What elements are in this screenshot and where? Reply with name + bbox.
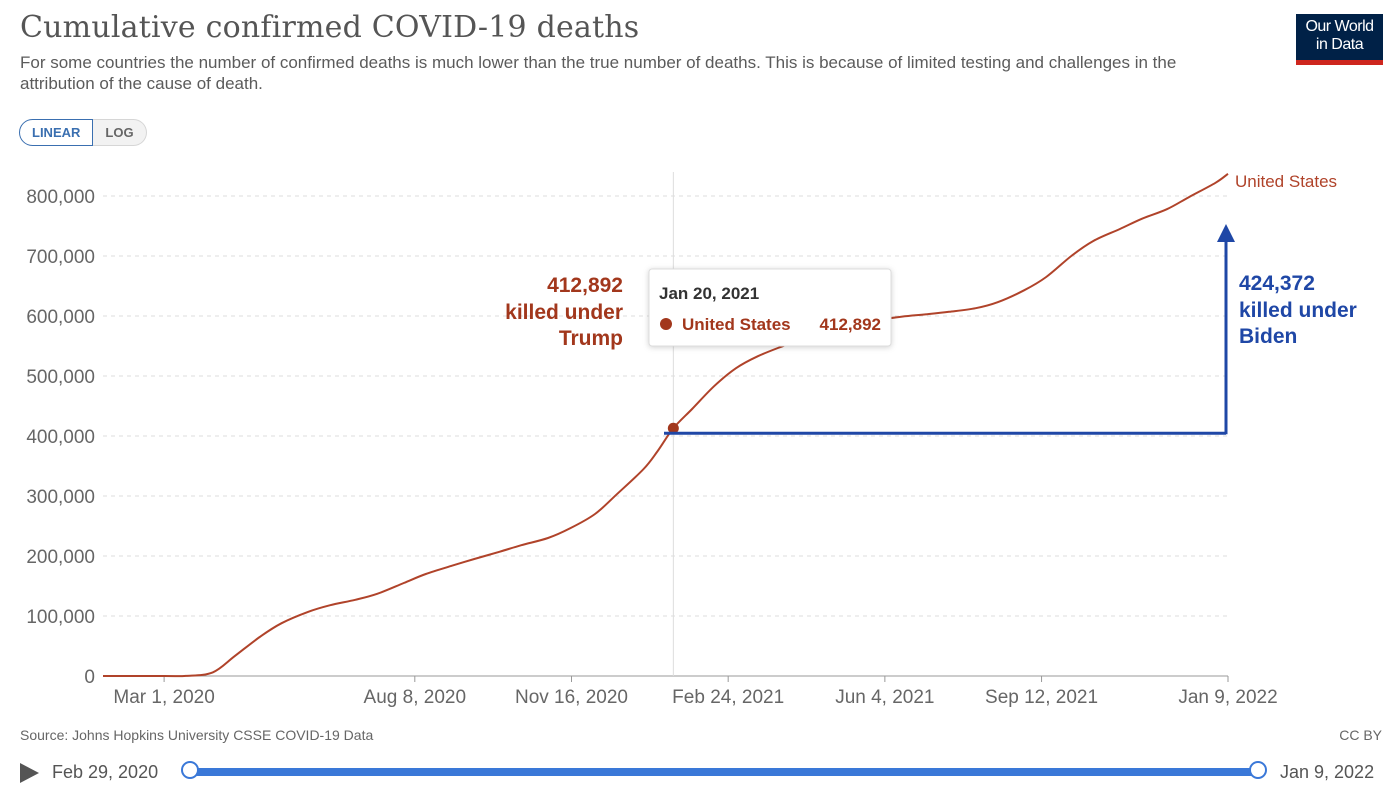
x-tick-label: Feb 24, 2021: [672, 687, 784, 708]
timeline-start-label: Feb 29, 2020: [52, 762, 159, 782]
biden-annotation-line2: Biden: [1239, 325, 1297, 348]
tooltip-series-dot: [660, 318, 672, 330]
y-tick-label: 0: [84, 667, 95, 688]
chart-subtitle: For some countries the number of confirm…: [20, 53, 1177, 93]
biden-annotation-line1: killed under: [1239, 299, 1357, 322]
line-chart: 0 100,000 200,000 300,000 400,000 500,000 600,…: [26, 172, 1357, 708]
logo-line-2: in Data: [1315, 36, 1364, 53]
owid-logo[interactable]: Our World in Data: [1296, 14, 1383, 65]
x-tick-label: Aug 8, 2020: [364, 687, 466, 708]
timeline-start-handle[interactable]: [181, 761, 199, 779]
linear-scale-button[interactable]: LINEAR: [19, 119, 94, 146]
chart-title: Cumulative confirmed COVID-19 deaths: [20, 10, 640, 45]
tooltip-date: Jan 20, 2021: [659, 284, 759, 303]
arrow-up-icon: [1217, 224, 1235, 242]
tooltip-series-name: United States: [682, 315, 791, 334]
x-tick-label: Jan 9, 2022: [1178, 687, 1277, 708]
series-end-label: United States: [1235, 172, 1337, 191]
y-tick-label: 800,000: [26, 187, 95, 208]
log-scale-button[interactable]: LOG: [93, 119, 147, 146]
trump-annotation-line2: Trump: [559, 327, 623, 350]
x-tick-label: Nov 16, 2020: [515, 687, 628, 708]
logo-line-1: Our World: [1305, 18, 1374, 35]
play-icon[interactable]: [20, 763, 39, 783]
source-note: Source: Johns Hopkins University CSSE CO…: [20, 727, 374, 743]
timeline-track[interactable]: [190, 768, 1258, 776]
x-tick-label: Jun 4, 2021: [835, 687, 934, 708]
y-tick-label: 300,000: [26, 487, 95, 508]
highlight-point: [667, 422, 679, 434]
y-tick-label: 500,000: [26, 367, 95, 388]
y-tick-label: 700,000: [26, 247, 95, 268]
y-tick-label: 100,000: [26, 607, 95, 628]
series-line-united-states: [102, 172, 1229, 678]
y-tick-label: 200,000: [26, 547, 95, 568]
tooltip-value: 412,892: [820, 315, 881, 334]
y-tick-label: 600,000: [26, 307, 95, 328]
trump-annotation-line1: killed under: [505, 301, 623, 324]
timeline-slider: Feb 29, 2020 Jan 9, 2022: [0, 755, 1400, 789]
tooltip-box: [648, 268, 892, 347]
license-link[interactable]: CC BY: [1339, 727, 1382, 743]
timeline-end-handle[interactable]: [1249, 761, 1267, 779]
x-tick-label: Mar 1, 2020: [113, 687, 214, 708]
y-tick-label: 400,000: [26, 427, 95, 448]
timeline-end-label: Jan 9, 2022: [1280, 762, 1375, 782]
biden-annotation-value: 424,372: [1239, 272, 1315, 295]
scale-toggle: LINEAR LOG: [19, 119, 147, 146]
x-tick-label: Sep 12, 2021: [985, 687, 1098, 708]
trump-annotation-value: 412,892: [547, 274, 623, 297]
